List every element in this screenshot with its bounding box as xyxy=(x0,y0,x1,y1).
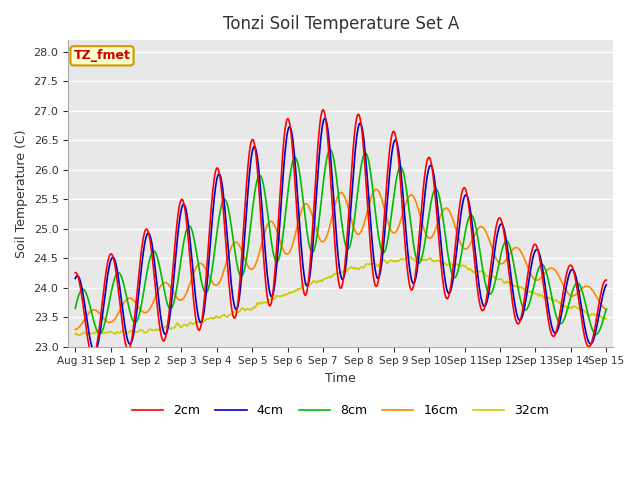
Line: 8cm: 8cm xyxy=(76,150,606,334)
2cm xyxy=(72,270,79,276)
16cm xyxy=(81,316,89,322)
32cm xyxy=(406,254,413,260)
4cm xyxy=(72,276,79,281)
2cm xyxy=(319,107,327,113)
16cm xyxy=(189,271,197,276)
8cm xyxy=(81,288,89,294)
Line: 32cm: 32cm xyxy=(76,257,606,336)
32cm xyxy=(76,333,83,338)
16cm xyxy=(72,327,79,333)
32cm xyxy=(190,321,198,326)
4cm xyxy=(422,181,430,187)
32cm xyxy=(602,316,610,322)
8cm xyxy=(136,311,143,316)
2cm xyxy=(81,316,89,322)
32cm xyxy=(407,254,415,260)
Text: TZ_fmet: TZ_fmet xyxy=(74,49,131,62)
Y-axis label: Soil Temperature (C): Soil Temperature (C) xyxy=(15,129,28,258)
8cm xyxy=(189,233,197,239)
4cm xyxy=(602,282,610,288)
16cm xyxy=(602,307,610,312)
Line: 16cm: 16cm xyxy=(76,190,606,330)
4cm xyxy=(81,302,89,308)
Title: Tonzi Soil Temperature Set A: Tonzi Soil Temperature Set A xyxy=(223,15,459,33)
2cm xyxy=(136,258,144,264)
4cm xyxy=(407,272,415,278)
16cm xyxy=(136,305,143,311)
Line: 4cm: 4cm xyxy=(76,119,606,351)
8cm xyxy=(326,147,334,153)
2cm xyxy=(190,302,198,308)
8cm xyxy=(602,306,610,312)
16cm xyxy=(422,230,429,236)
Line: 2cm: 2cm xyxy=(76,110,606,356)
32cm xyxy=(136,327,144,333)
4cm xyxy=(136,276,144,282)
2cm xyxy=(407,286,415,292)
2cm xyxy=(602,277,610,283)
Legend: 2cm, 4cm, 8cm, 16cm, 32cm: 2cm, 4cm, 8cm, 16cm, 32cm xyxy=(127,399,554,422)
X-axis label: Time: Time xyxy=(325,372,356,385)
32cm xyxy=(82,330,90,336)
8cm xyxy=(406,213,413,219)
16cm xyxy=(218,275,225,281)
2cm xyxy=(218,194,226,200)
4cm xyxy=(190,281,198,287)
8cm xyxy=(72,305,79,311)
4cm xyxy=(91,348,99,354)
8cm xyxy=(592,331,600,337)
16cm xyxy=(406,192,413,198)
32cm xyxy=(72,332,79,337)
32cm xyxy=(422,257,430,263)
2cm xyxy=(89,353,97,359)
4cm xyxy=(218,182,226,188)
32cm xyxy=(218,313,226,319)
2cm xyxy=(422,163,430,168)
8cm xyxy=(218,203,225,208)
4cm xyxy=(321,116,329,121)
16cm xyxy=(372,187,380,192)
8cm xyxy=(422,237,429,242)
